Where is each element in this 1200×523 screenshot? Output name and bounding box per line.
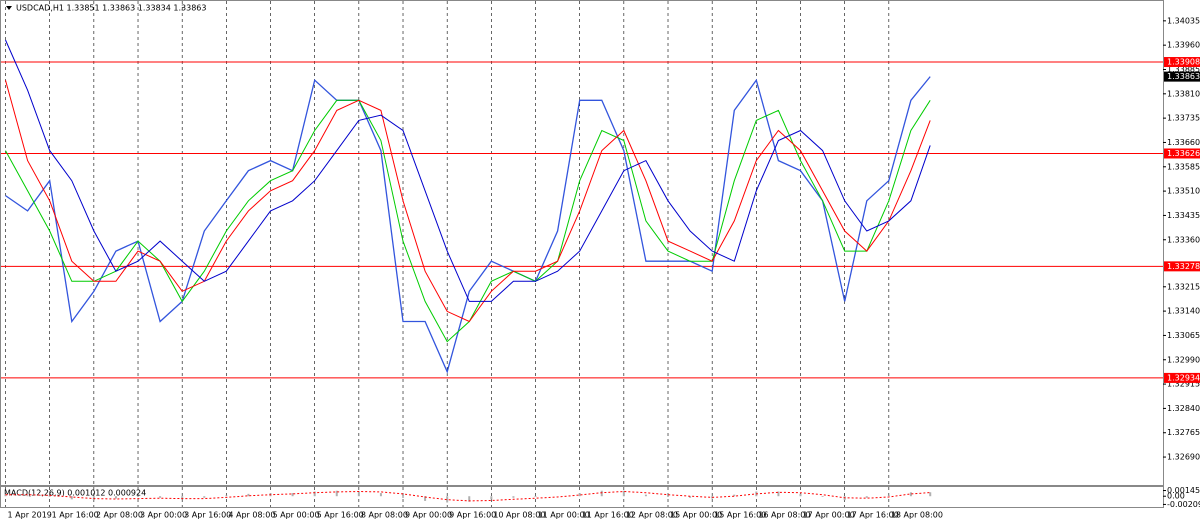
macd-bar [203, 496, 206, 498]
level-label: 1.33626 [1167, 149, 1200, 158]
macd-bar [26, 495, 29, 497]
x-tick-label: 4 Apr 08:00 [228, 511, 275, 520]
x-tick-label: 11 Apr 16:00 [582, 511, 634, 520]
macd-bar [799, 493, 802, 497]
last-price-label: 1.33863 [1167, 72, 1200, 81]
macd-bar [490, 496, 493, 500]
level-label-box [1164, 372, 1200, 383]
macd-bar [865, 496, 868, 498]
macd-bar [159, 496, 162, 498]
x-tick-label: 17 Apr 00:00 [803, 511, 855, 520]
macd-bar [512, 496, 515, 498]
macd-pane [0, 486, 1164, 508]
macd-bar [137, 496, 140, 497]
y-tick-label: 0.001452 [1167, 486, 1200, 495]
macd-title: MACD(12,26,9) 0.001012 0.000924 [4, 489, 146, 498]
y-tick-label: 1.32690 [1167, 453, 1200, 462]
macd-bar [534, 496, 537, 497]
macd-bar [667, 496, 670, 497]
macd-bar [468, 496, 471, 502]
y-tick-label: 1.33810 [1167, 89, 1200, 98]
macd-bar [247, 493, 250, 497]
y-tick-label: 1.33735 [1167, 114, 1200, 123]
level-label-box [1164, 57, 1200, 68]
y-tick-label: 1.33885 [1167, 65, 1200, 74]
y-tick-label: 1.33660 [1167, 138, 1200, 147]
y-tick-label: 1.33585 [1167, 162, 1200, 171]
x-tick-label: 8 Apr 08:00 [361, 511, 408, 520]
macd-bar [777, 491, 780, 497]
macd-bar [578, 493, 581, 497]
moving-average [5, 39, 931, 302]
macd-bar [424, 496, 427, 501]
level-label: 1.33908 [1167, 58, 1200, 67]
level-label-box [1164, 148, 1200, 159]
x-tick-label: 3 Apr 16:00 [184, 511, 231, 520]
macd-bar [689, 496, 692, 498]
x-tick-label: 2 Apr 08:00 [96, 511, 143, 520]
x-tick-label: 16 Apr 08:00 [758, 511, 810, 520]
y-tick-label: 1.34035 [1167, 16, 1200, 25]
x-tick-label: 5 Apr 16:00 [317, 511, 364, 520]
chart-title: USDCAD,H1 1.33851 1.33863 1.33834 1.3386… [16, 4, 206, 13]
x-tick-label: 1 Apr 2019 [8, 511, 52, 520]
x-tick-label: 9 Apr 00:00 [405, 511, 452, 520]
macd-bar [402, 496, 405, 498]
y-tick-label: 1.33215 [1167, 282, 1200, 291]
macd-bar [622, 490, 625, 497]
y-tick-label: 1.33960 [1167, 41, 1200, 50]
level-label: 1.32934 [1167, 373, 1200, 382]
macd-bar [600, 490, 603, 497]
y-tick-label: 1.32765 [1167, 428, 1200, 437]
macd-bar [225, 495, 228, 497]
level-label: 1.33278 [1167, 262, 1200, 271]
macd-bar [70, 496, 73, 500]
y-tick-label: 1.33360 [1167, 235, 1200, 244]
macd-bar [821, 496, 824, 497]
x-tick-label: 12 Apr 08:00 [626, 511, 678, 520]
x-tick-label: 5 Apr 00:00 [273, 511, 320, 520]
y-tick-label: 1.32915 [1167, 380, 1200, 389]
price-pane [0, 0, 1164, 486]
macd-bar [887, 495, 890, 497]
x-tick-label: 3 Apr 00:00 [140, 511, 187, 520]
y-tick-label: 1.33435 [1167, 211, 1200, 220]
x-tick-label: 17 Apr 16:00 [847, 511, 899, 520]
x-tick-label: 11 Apr 00:00 [538, 511, 590, 520]
y-tick-label: 1.32840 [1167, 404, 1200, 413]
y-tick-label: 1.33510 [1167, 187, 1200, 196]
macd-bar [446, 496, 449, 503]
y-tick-label: 1.33140 [1167, 307, 1200, 316]
macd-bar [291, 493, 294, 497]
macd-bar [644, 494, 647, 497]
y-tick-label: 0.00 [1167, 492, 1185, 501]
level-label-box [1164, 261, 1200, 272]
x-tick-label: 15 Apr 00:00 [670, 511, 722, 520]
x-tick-label: 9 Apr 16:00 [449, 511, 496, 520]
macd-bar [114, 496, 117, 499]
macd-bar [733, 494, 736, 497]
x-tick-label: 18 Apr 08:00 [891, 511, 943, 520]
last-price-box [1164, 71, 1200, 82]
macd-bar [48, 496, 51, 497]
x-tick-label: 10 Apr 08:00 [493, 511, 545, 520]
macd-bar [181, 496, 184, 500]
macd-bar [929, 492, 932, 497]
y-tick-label: 1.33065 [1167, 331, 1200, 340]
macd-bar [313, 491, 316, 497]
macd-signal [5, 490, 931, 502]
y-tick-label: -0.002097 [1167, 500, 1200, 509]
macd-bar [379, 493, 382, 497]
x-tick-label: 1 Apr 16:00 [52, 511, 99, 520]
price-line [5, 76, 931, 374]
macd-bar [357, 491, 360, 497]
menu-arrow[interactable] [6, 6, 12, 10]
moving-average [5, 80, 931, 323]
macd-bar [909, 492, 912, 497]
x-tick-label: 15 Apr 16:00 [714, 511, 766, 520]
macd-bar [335, 490, 338, 497]
y-tick-label: 1.32990 [1167, 355, 1200, 364]
